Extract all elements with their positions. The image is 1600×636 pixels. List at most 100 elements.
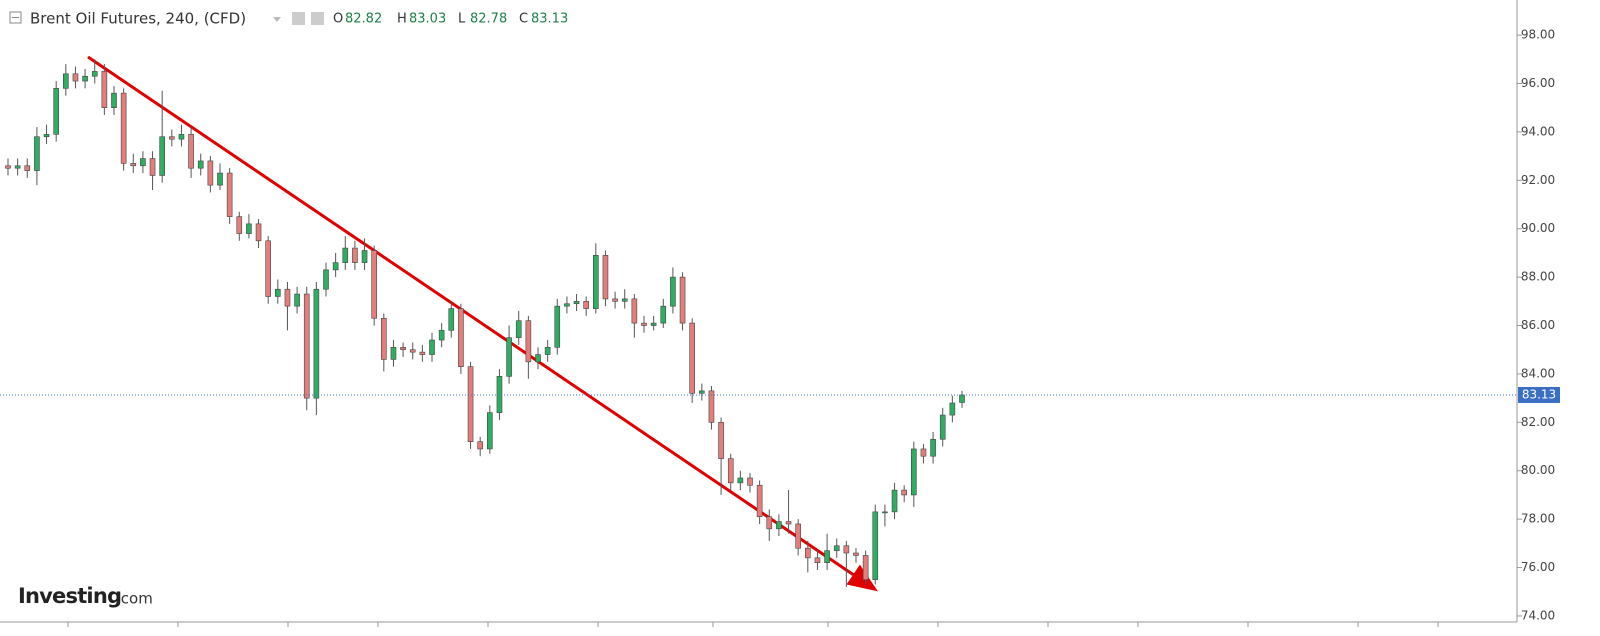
candle-body <box>284 288 291 307</box>
candle-body <box>766 516 773 530</box>
candle-body <box>814 557 821 564</box>
ohlc-value: 82.82 <box>345 12 382 27</box>
candle-body <box>72 73 79 82</box>
candle-body <box>5 165 11 169</box>
y-tick-label: 98.00 <box>1521 28 1555 42</box>
candle-body <box>24 165 31 171</box>
candle-body <box>573 301 580 305</box>
candle-body <box>275 288 281 297</box>
candle-body <box>901 489 907 496</box>
candle-body <box>188 134 194 169</box>
candle-body <box>101 71 108 109</box>
candle-body <box>805 547 811 559</box>
candle-body <box>621 298 628 302</box>
candle-body <box>824 550 830 564</box>
ohlc-label: C <box>519 12 528 27</box>
chart-title: Brent Oil Futures, 240, (CFD) <box>30 10 246 28</box>
y-tick-label: 80.00 <box>1521 463 1555 477</box>
candle-body <box>602 255 609 300</box>
candle-body <box>207 160 214 186</box>
candle-body <box>169 136 175 140</box>
last-price-box <box>1518 386 1560 403</box>
candle-body <box>255 223 262 242</box>
y-tick-label: 86.00 <box>1521 318 1555 332</box>
y-tick-label: 82.00 <box>1521 415 1555 429</box>
candle-body <box>612 298 618 302</box>
settings-icon[interactable] <box>311 12 324 25</box>
y-tick-label: 96.00 <box>1521 76 1555 90</box>
candle-body <box>217 172 223 186</box>
candle-body <box>82 75 88 82</box>
candle-body <box>525 320 532 363</box>
candle-body <box>91 71 98 77</box>
candle-body <box>930 438 936 457</box>
candle-body <box>689 322 695 394</box>
candle-body <box>178 134 185 140</box>
candle-body <box>246 223 252 234</box>
candle-body <box>747 477 753 486</box>
candle-body <box>120 92 127 164</box>
candle-body <box>593 255 599 309</box>
candle-body <box>14 165 21 169</box>
candle-body <box>718 422 724 459</box>
candle-body <box>458 308 464 367</box>
candle-body <box>409 349 416 353</box>
ohlc-label: L <box>458 12 466 27</box>
candle-body <box>371 250 377 319</box>
candle-body <box>323 269 329 290</box>
candle-body <box>862 555 869 580</box>
candle-body <box>670 276 676 307</box>
candle-body <box>959 394 965 403</box>
candle-body <box>920 448 927 457</box>
candle-body <box>583 301 589 309</box>
candle-body <box>853 552 859 556</box>
candle-body <box>130 163 137 167</box>
candle-body <box>785 521 792 525</box>
candle-body <box>564 303 570 307</box>
candle-body <box>236 216 243 234</box>
candle-body <box>708 390 715 423</box>
y-tick-label: 76.00 <box>1521 560 1555 574</box>
candle-body <box>487 412 493 450</box>
visibility-icon[interactable] <box>292 12 305 25</box>
candle-body <box>197 160 204 169</box>
y-tick-label: 94.00 <box>1521 124 1555 138</box>
y-tick-label: 88.00 <box>1521 270 1555 284</box>
candle-body <box>660 305 667 324</box>
candle-body <box>506 337 512 377</box>
candle-body <box>111 92 117 109</box>
candle-body <box>313 288 320 399</box>
y-tick-label: 90.00 <box>1521 221 1555 235</box>
candle-body <box>159 136 165 176</box>
candle-body <box>140 158 146 167</box>
candle-body <box>795 523 801 549</box>
collapse-icon[interactable] <box>9 11 22 24</box>
candle-body <box>294 293 300 307</box>
candle-body <box>833 545 840 551</box>
candle-body <box>737 477 744 484</box>
ohlc-value: 82.78 <box>470 12 507 27</box>
dropdown-icon[interactable] <box>273 17 281 22</box>
ohlc-value: 83.13 <box>531 12 568 27</box>
candle-body <box>332 262 339 271</box>
candle-body <box>641 322 647 326</box>
candle-body <box>535 354 541 363</box>
y-tick-label: 92.00 <box>1521 173 1555 187</box>
candle-body <box>882 511 888 514</box>
candle-body <box>400 347 406 351</box>
candle-body <box>939 414 946 440</box>
candle-body <box>352 247 358 263</box>
x-axis-ticks <box>67 622 1439 627</box>
candle-body <box>448 308 455 331</box>
candle-body <box>727 458 734 484</box>
candle-body <box>679 276 686 324</box>
candle-body <box>554 305 561 348</box>
trend-arrow <box>87 55 878 592</box>
candle-body <box>361 250 368 263</box>
candle-body <box>265 240 271 297</box>
candle-body <box>43 134 50 138</box>
candle-body <box>419 351 426 355</box>
candle-body <box>544 347 551 355</box>
candle-body <box>776 521 782 530</box>
